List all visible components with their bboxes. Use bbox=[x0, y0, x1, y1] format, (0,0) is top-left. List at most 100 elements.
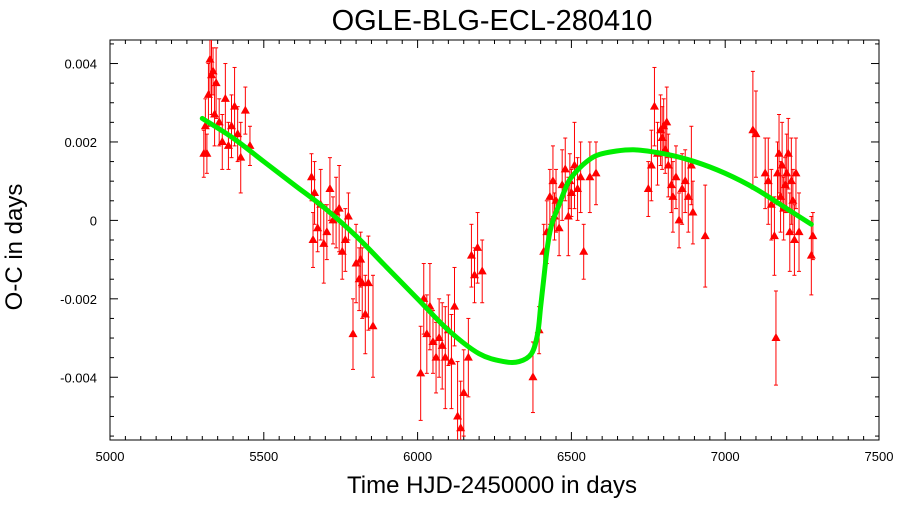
data-point bbox=[334, 203, 344, 212]
data-point bbox=[477, 266, 487, 275]
x-tick-label: 6000 bbox=[403, 449, 432, 464]
data-point bbox=[808, 231, 818, 240]
data-point bbox=[782, 168, 792, 177]
data-point bbox=[453, 411, 463, 420]
data-point bbox=[777, 160, 787, 169]
data-point bbox=[771, 333, 781, 342]
x-tick-label: 5000 bbox=[96, 449, 125, 464]
data-point bbox=[456, 423, 466, 432]
y-tick-label: 0 bbox=[90, 213, 97, 228]
data-point bbox=[751, 129, 761, 138]
data-point bbox=[428, 336, 438, 345]
data-point bbox=[688, 207, 698, 216]
data-point bbox=[340, 235, 350, 243]
data-point bbox=[223, 140, 233, 149]
y-axis-title: O-C in days bbox=[1, 184, 28, 311]
data-point bbox=[579, 246, 589, 255]
data-point bbox=[566, 187, 576, 196]
data-point bbox=[783, 148, 793, 157]
data-point bbox=[763, 176, 773, 185]
data-point bbox=[431, 352, 441, 361]
data-point bbox=[220, 93, 230, 102]
data-point bbox=[313, 223, 323, 232]
data-point bbox=[210, 109, 220, 118]
data-point bbox=[205, 54, 215, 63]
data-point bbox=[360, 309, 370, 318]
data-point bbox=[668, 191, 678, 200]
x-tick-label: 7000 bbox=[711, 449, 740, 464]
data-point bbox=[563, 211, 573, 220]
data-point bbox=[591, 168, 601, 177]
data-point bbox=[368, 321, 378, 330]
data-point bbox=[700, 231, 710, 240]
data-point bbox=[351, 258, 361, 267]
data-point bbox=[791, 168, 801, 177]
data-point bbox=[208, 66, 218, 75]
data-point bbox=[660, 144, 670, 153]
data-point bbox=[319, 238, 329, 247]
data-point bbox=[227, 121, 237, 130]
data-point bbox=[466, 250, 476, 259]
data-point bbox=[236, 152, 246, 161]
data-point bbox=[325, 184, 335, 193]
data-point bbox=[357, 278, 367, 287]
data-point bbox=[211, 78, 221, 87]
data-point bbox=[437, 340, 447, 349]
data-point bbox=[356, 254, 366, 263]
y-tick-label: 0.002 bbox=[64, 135, 97, 150]
data-point bbox=[343, 211, 353, 220]
data-point bbox=[473, 242, 483, 251]
data-point bbox=[450, 301, 460, 310]
data-point bbox=[459, 387, 469, 396]
data-point bbox=[337, 246, 347, 255]
data-point bbox=[528, 372, 538, 381]
data-point bbox=[202, 148, 212, 157]
data-point bbox=[306, 172, 316, 181]
data-point bbox=[766, 199, 776, 208]
data-point bbox=[666, 180, 676, 189]
data-point bbox=[545, 191, 555, 200]
data-point bbox=[203, 89, 213, 98]
x-tick-label: 6500 bbox=[557, 449, 586, 464]
data-point bbox=[786, 176, 796, 185]
data-point bbox=[760, 168, 770, 177]
data-point bbox=[560, 164, 570, 173]
data-point bbox=[646, 160, 656, 169]
data-point bbox=[686, 160, 696, 169]
chart-title: OGLE-BLG-ECL-280410 bbox=[332, 5, 653, 37]
data-point bbox=[240, 105, 250, 114]
y-tick-label: -0.004 bbox=[60, 370, 97, 385]
data-point bbox=[440, 352, 450, 361]
data-point bbox=[806, 250, 816, 259]
data-point bbox=[683, 191, 693, 200]
data-point bbox=[230, 101, 240, 110]
data-point bbox=[674, 215, 684, 224]
data-point bbox=[463, 352, 473, 361]
fit-curve bbox=[199, 115, 814, 366]
data-point bbox=[214, 117, 224, 126]
data-point bbox=[470, 270, 480, 279]
data-point bbox=[776, 191, 786, 200]
x-axis-title: Time HJD-2450000 in days bbox=[347, 472, 637, 499]
y-tick-label: -0.002 bbox=[60, 292, 97, 307]
data-point bbox=[785, 227, 795, 236]
y-tick-label: 0.004 bbox=[64, 57, 97, 72]
data-point bbox=[322, 227, 332, 236]
data-point bbox=[788, 195, 798, 204]
data-point bbox=[794, 227, 804, 236]
data-point bbox=[573, 184, 583, 193]
data-point bbox=[233, 129, 243, 138]
data-point bbox=[772, 168, 782, 177]
data-point bbox=[769, 231, 779, 240]
data-point bbox=[363, 278, 373, 287]
data-point bbox=[680, 176, 690, 185]
data-point bbox=[569, 160, 579, 169]
data-point bbox=[200, 121, 210, 130]
x-tick-label: 5500 bbox=[249, 449, 278, 464]
data-point bbox=[217, 136, 227, 145]
data-points-group bbox=[199, 40, 818, 440]
data-point bbox=[663, 160, 673, 169]
data-point bbox=[310, 187, 320, 196]
data-point bbox=[348, 329, 358, 338]
